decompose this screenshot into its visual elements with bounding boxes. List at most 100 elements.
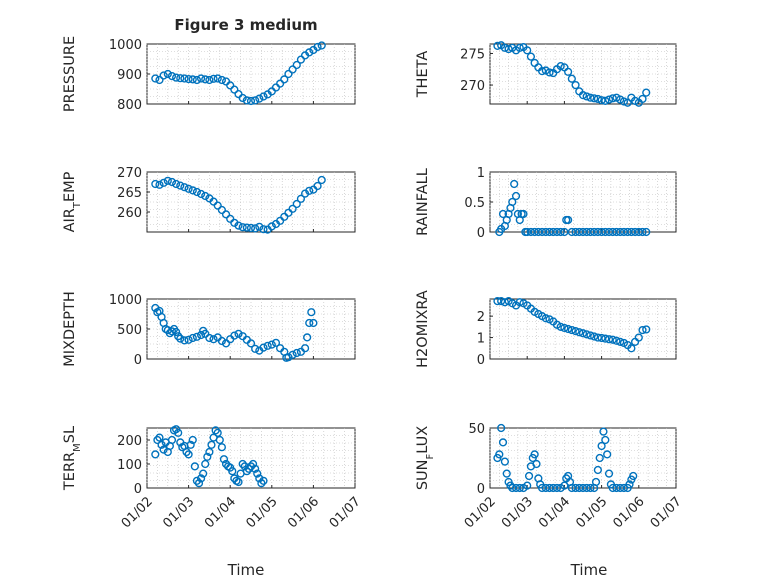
data-point [217,443,226,452]
data-point [593,94,602,104]
data-point [196,189,206,199]
figure-title: Figure 3 medium [174,16,317,34]
data-point [642,227,651,237]
x-tick-label: 01/06 [285,494,322,531]
data-point [180,336,189,345]
data-point [309,318,318,328]
data-point [556,322,565,331]
data-point [493,297,502,306]
data-point [267,340,276,349]
data-point [219,455,229,464]
x-tick-label: 01/06 [611,494,648,531]
data-point [192,75,202,85]
data-point [234,477,243,487]
x-tick-label: 01/03 [160,494,197,531]
data-point [307,308,316,317]
data-point [560,481,569,490]
data-point [172,327,181,337]
data-point [495,450,504,459]
data-point [595,453,604,463]
data-point [151,74,160,83]
data-point [194,479,204,488]
data-point [259,476,268,485]
y-tick-label: 0 [134,353,142,368]
data-point [523,481,532,490]
data-point [253,469,262,478]
data-point [192,332,202,341]
data-point [593,333,602,342]
data-point [248,459,258,469]
data-point [188,75,197,84]
data-point [642,325,651,334]
data-point [215,435,224,445]
data-point [246,339,256,348]
data-point [638,325,647,335]
data-point [526,52,536,61]
data-point [167,435,177,445]
data-point [515,298,524,307]
data-point [280,75,289,84]
data-point [201,75,210,84]
data-point [196,74,206,83]
data-point [493,41,502,50]
data-point [586,483,595,493]
data-point [159,71,168,80]
data-point [251,224,260,233]
data-point [601,334,610,343]
series-terr_msl [151,425,268,488]
data-point [271,338,281,347]
data-point [616,337,625,346]
data-point [167,71,177,81]
series-rainfall [495,179,651,237]
series-pressure [151,41,326,106]
data-point [207,440,216,449]
data-point [188,186,197,195]
y-tick-label: 2 [477,310,485,325]
data-point [259,92,268,101]
data-point [537,67,547,76]
data-point [504,44,513,54]
x-tick-label: 01/04 [202,494,239,531]
data-point [498,209,508,219]
data-point [155,433,164,442]
data-point [571,327,580,336]
data-point [226,81,235,90]
x-tick-label: 01/07 [327,494,364,531]
y-tick-label: 100 [117,458,142,473]
data-point [242,96,251,105]
data-point [497,423,506,433]
y-tick-label: 0.5 [464,196,485,211]
data-point [246,96,256,106]
data-point [242,223,251,232]
y-tick-label: 1000 [109,293,142,308]
data-point [552,483,562,493]
x-axis-label-left: Time [227,561,265,579]
x-tick-label: 01/05 [573,494,610,531]
data-point [303,333,312,342]
data-point [597,333,606,343]
data-point [176,334,185,343]
x-tick-label: 01/02 [119,494,156,531]
data-point [151,179,160,189]
y-tick-label: 0 [134,482,142,497]
data-point [530,450,539,459]
y-tick-label: 50 [468,422,485,437]
data-point [305,318,314,328]
data-point [313,181,322,191]
data-point [184,184,193,193]
data-point [196,474,206,483]
data-point [545,68,554,77]
data-point [292,348,301,358]
y-tick-label: 200 [117,434,142,449]
data-point [155,180,164,189]
data-point [612,336,621,345]
data-point [284,353,293,362]
data-point [213,428,222,437]
axes-mixdepth: 0 500 1000 MIXDEPTH [62,291,356,368]
data-point [159,445,168,454]
data-point [251,344,260,353]
data-point [188,333,197,343]
x-tick-label: 01/04 [536,494,573,531]
x-tick-label: 01/05 [244,494,281,531]
